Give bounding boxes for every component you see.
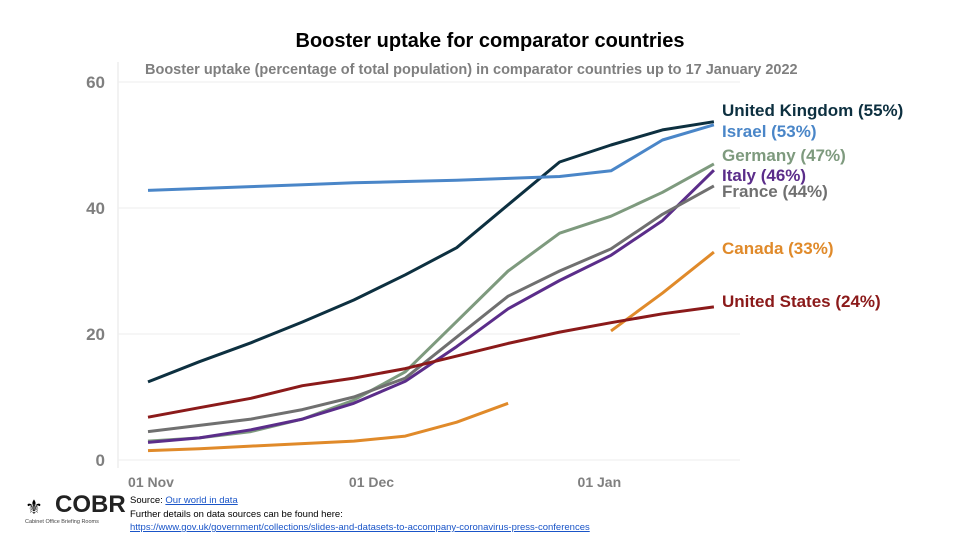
source-url-link[interactable]: https://www.gov.uk/government/collection…: [130, 522, 590, 533]
x-tick-label: 01 Dec: [349, 474, 394, 490]
y-tick-label: 0: [96, 451, 105, 470]
series-label: United States (24%): [722, 292, 881, 311]
source-details: Further details on data sources can be f…: [130, 508, 343, 520]
series-label: Italy (46%): [722, 166, 806, 185]
source-link[interactable]: Our world in data: [165, 495, 238, 506]
logo-text: COBR: [55, 491, 126, 518]
chart-title: Booster uptake for comparator countries: [295, 30, 685, 52]
source-prefix: Source:: [130, 495, 166, 506]
series-line: [147, 123, 715, 192]
x-tick-label: 01 Jan: [578, 474, 622, 490]
x-tick-label: 01 Nov: [128, 474, 174, 490]
y-tick-label: 40: [86, 199, 105, 218]
source-notes: Source: Our world in data Further detail…: [130, 494, 590, 535]
series-line: [147, 169, 715, 444]
series-line: [147, 305, 715, 419]
series-line: [147, 162, 715, 443]
chart-subtitle: Booster uptake (percentage of total popu…: [145, 62, 798, 78]
series-label: United Kingdom (55%): [722, 101, 903, 120]
logo-subtitle: Cabinet Office Briefing Rooms: [25, 519, 99, 525]
series-label: Israel (53%): [722, 122, 817, 141]
series-label: Germany (47%): [722, 146, 846, 165]
y-tick-label: 60: [86, 73, 105, 92]
series-line: [147, 184, 715, 434]
y-tick-label: 20: [86, 325, 105, 344]
cobr-logo: ⚜ COBR Cabinet Office Briefing Rooms: [25, 491, 126, 526]
series-label: France (44%): [722, 182, 828, 201]
series-line: [147, 120, 715, 384]
series-label: Canada (33%): [722, 239, 833, 258]
crest-icon: ⚜: [25, 497, 43, 519]
